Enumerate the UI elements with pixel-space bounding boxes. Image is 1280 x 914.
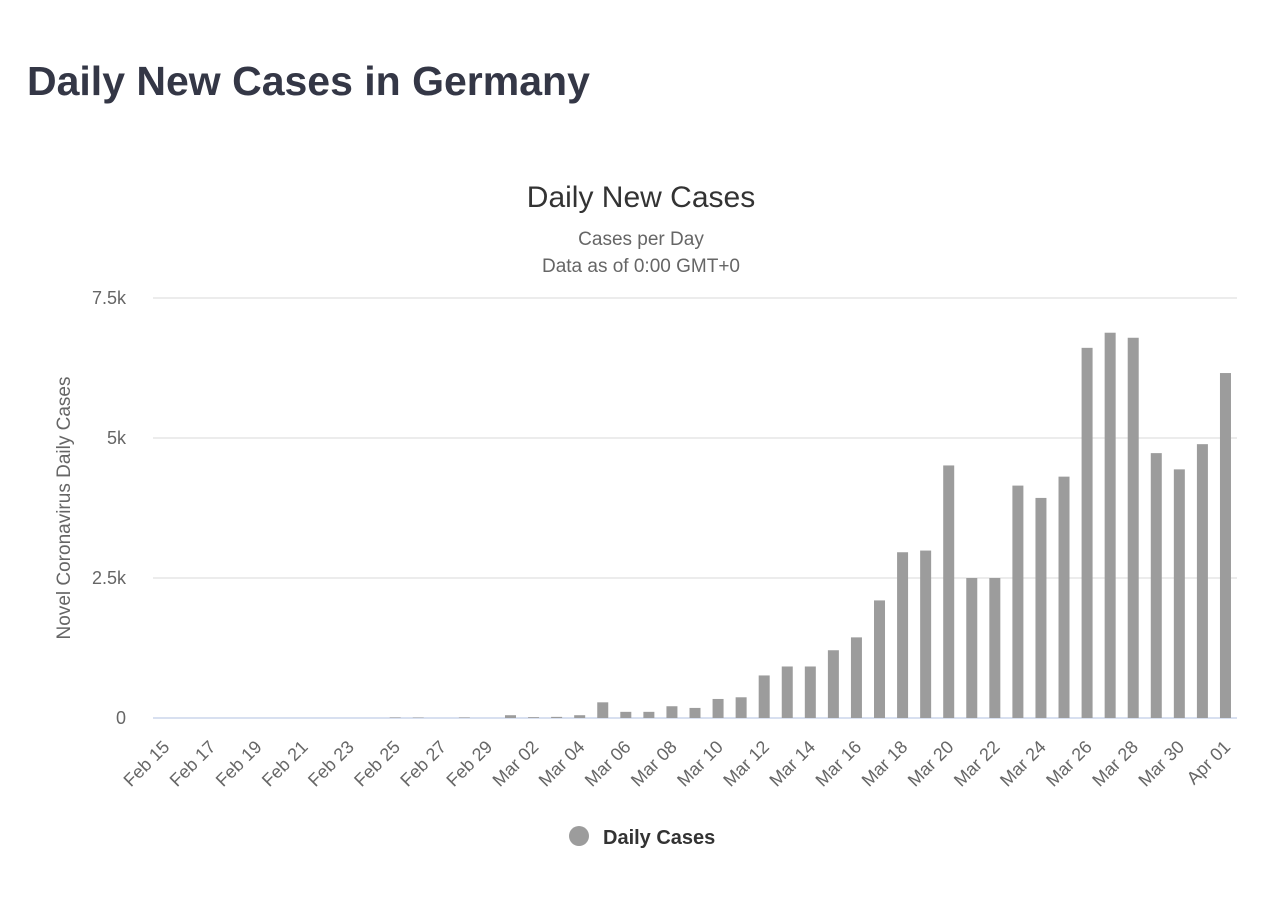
bar[interactable]	[620, 711, 632, 718]
x-tick-label: Mar 06	[581, 737, 635, 791]
legend[interactable]: Daily Cases	[569, 826, 715, 849]
bar[interactable]	[874, 600, 886, 718]
x-tick-label: Mar 24	[996, 737, 1050, 791]
legend-marker-icon	[569, 826, 589, 846]
x-tick-label: Mar 10	[673, 737, 727, 791]
y-axis-ticks: 0 2.5k 5k 7.5k	[92, 288, 127, 728]
bar[interactable]	[735, 697, 747, 718]
bar[interactable]	[758, 675, 770, 718]
bar[interactable]	[712, 698, 724, 718]
x-tick-label: Mar 12	[719, 737, 773, 791]
x-tick-label: Mar 20	[904, 737, 958, 791]
x-tick-label: Mar 08	[627, 737, 681, 791]
bar[interactable]	[1127, 337, 1139, 718]
bar[interactable]	[389, 717, 401, 718]
bar[interactable]	[574, 715, 586, 718]
chart-title: Daily New Cases	[527, 181, 755, 214]
bar[interactable]	[1081, 347, 1093, 718]
bar[interactable]	[943, 465, 955, 718]
bar[interactable]	[689, 707, 701, 718]
page-title: Daily New Cases in Germany	[27, 58, 590, 104]
bar[interactable]	[989, 578, 1001, 718]
x-tick-label: Mar 22	[950, 737, 1004, 791]
bar[interactable]	[920, 550, 932, 718]
y-tick-label: 0	[116, 708, 126, 728]
bars	[389, 332, 1231, 718]
bar[interactable]	[643, 711, 655, 718]
x-tick-label: Mar 04	[535, 737, 589, 791]
bar[interactable]	[781, 666, 793, 718]
x-tick-label: Apr 01	[1183, 737, 1235, 789]
y-tick-label: 2.5k	[92, 568, 127, 588]
x-tick-label: Feb 17	[166, 737, 220, 791]
x-tick-label: Feb 23	[304, 737, 358, 791]
y-tick-label: 5k	[107, 428, 127, 448]
x-tick-label: Feb 27	[396, 737, 450, 791]
bar[interactable]	[1058, 476, 1070, 718]
bar[interactable]	[850, 637, 862, 718]
legend-label: Daily Cases	[603, 827, 715, 849]
chart-subtitle-line-1: Cases per Day	[578, 229, 704, 250]
bar[interactable]	[597, 702, 609, 718]
x-tick-label: Mar 18	[858, 737, 912, 791]
bar[interactable]	[1173, 469, 1185, 718]
bar[interactable]	[1150, 453, 1162, 718]
bar[interactable]	[458, 717, 470, 718]
x-tick-label: Feb 21	[258, 737, 312, 791]
x-tick-label: Mar 14	[765, 737, 819, 791]
x-tick-label: Mar 02	[489, 737, 543, 791]
gridlines	[153, 297, 1237, 719]
x-tick-label: Mar 28	[1088, 737, 1142, 791]
bar[interactable]	[1104, 332, 1116, 718]
x-tick-label: Mar 30	[1134, 737, 1188, 791]
chart-subtitle-line-2: Data as of 0:00 GMT+0	[542, 256, 740, 277]
x-tick-label: Feb 19	[212, 737, 266, 791]
x-tick-label: Feb 15	[120, 737, 174, 791]
x-tick-label: Feb 29	[442, 737, 496, 791]
y-tick-label: 7.5k	[92, 288, 127, 308]
bar[interactable]	[1196, 444, 1208, 718]
bar[interactable]	[1035, 497, 1047, 718]
bar[interactable]	[804, 666, 816, 718]
y-axis-title: Novel Coronavirus Daily Cases	[54, 377, 75, 640]
x-tick-label: Feb 25	[350, 737, 404, 791]
x-tick-label: Mar 16	[812, 737, 866, 791]
bar[interactable]	[1012, 485, 1024, 718]
bar[interactable]	[551, 716, 563, 718]
bar[interactable]	[528, 717, 540, 718]
bar[interactable]	[504, 715, 516, 718]
bar[interactable]	[827, 650, 839, 718]
bar[interactable]	[897, 552, 909, 718]
bar[interactable]	[966, 578, 978, 718]
x-tick-label: Mar 26	[1042, 737, 1096, 791]
bar[interactable]	[666, 706, 678, 718]
bar[interactable]	[1219, 373, 1231, 718]
